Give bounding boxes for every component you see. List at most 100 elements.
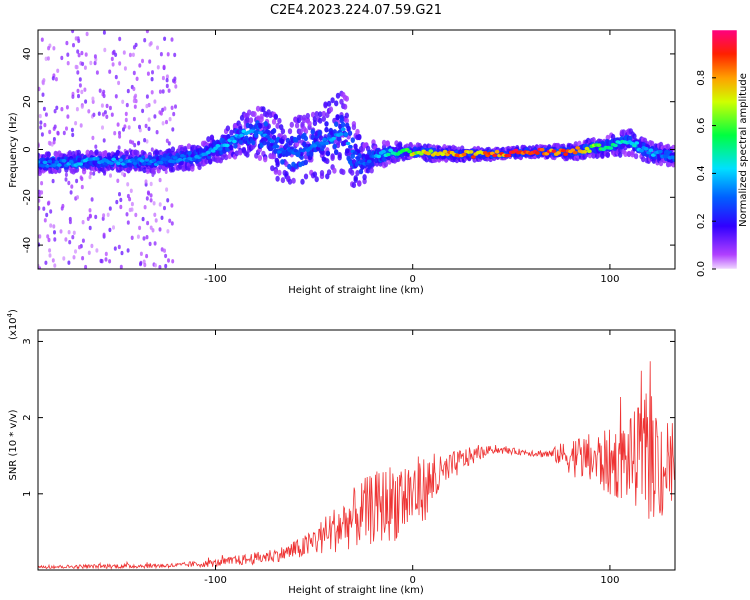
snr-xtick-label: -100 [204, 575, 227, 586]
spectrogram-cell [54, 77, 58, 82]
spectrogram-peak [281, 150, 287, 155]
spectrogram-cell [48, 248, 52, 253]
spectrogram-cell [47, 46, 51, 51]
spectrogram-peak [109, 161, 114, 165]
spectrogram-peak [151, 158, 157, 163]
spectrogram-peak [539, 147, 545, 152]
spectrogram-peak [632, 143, 637, 148]
spectrogram-cell [105, 114, 109, 120]
spectrogram-peak [561, 148, 566, 153]
spectrogram-cell [115, 149, 121, 156]
spectrogram-cell [145, 94, 149, 99]
spectrogram-cell [48, 129, 52, 135]
spectrogram-cell [110, 56, 114, 62]
spectrogram-cell [142, 167, 147, 174]
spectrogram-cell [156, 65, 160, 70]
spectrogram-cell [38, 206, 41, 211]
spectrogram-cell [158, 227, 162, 232]
spectrogram-cell [170, 203, 174, 208]
spectrogram-cell [369, 167, 374, 174]
spectrogram-cell [148, 241, 152, 247]
spectrogram-cell [77, 53, 81, 58]
spectrogram-cell [258, 123, 263, 129]
spectrogram-cell [40, 37, 44, 42]
spectrogram-cell [164, 263, 168, 269]
spectrogram-cell [85, 31, 89, 37]
spectrogram-xtick-label: 100 [600, 274, 619, 285]
spectrogram-cell [257, 155, 263, 161]
spectrogram-peak [366, 159, 372, 164]
spectrogram-cell [307, 120, 312, 127]
spectrogram-cell [40, 132, 44, 137]
spectrogram-peak [210, 149, 216, 153]
spectrogram-cell [38, 86, 41, 92]
spectrogram-cell [75, 107, 79, 112]
snr-xlabel: Height of straight line (km) [288, 585, 424, 596]
spectrogram-cell [113, 246, 117, 251]
spectrogram-cell [332, 167, 337, 174]
spectrogram-cell [108, 105, 112, 111]
spectrogram-cell [108, 206, 112, 211]
spectrogram-cell [320, 145, 325, 152]
spectrogram-cell [131, 52, 135, 57]
spectrogram-cell [141, 216, 145, 222]
spectrogram-peak [45, 164, 50, 168]
spectrogram-cell [78, 83, 82, 88]
spectrogram-cell [76, 88, 80, 94]
spectrogram-cell [197, 164, 202, 171]
spectrogram-cell [325, 150, 331, 157]
spectrogram-peak [213, 146, 218, 151]
spectrogram-cell [80, 50, 84, 56]
spectrogram-cell [72, 230, 76, 235]
spectrogram-peak [217, 147, 223, 151]
spectrogram-peak [572, 150, 578, 155]
spectrogram-cell [71, 235, 75, 240]
spectrogram-cell [163, 36, 167, 41]
spectrogram-cell [43, 122, 47, 128]
spectrogram-cell [125, 102, 129, 108]
spectrogram-cell [314, 176, 319, 183]
spectrogram-cell [339, 117, 344, 124]
spectrogram-peak [376, 154, 382, 159]
spectrogram-cell [273, 168, 278, 175]
spectrogram-cell [621, 129, 626, 136]
spectrogram-cell [118, 36, 122, 42]
spectrogram-cell [305, 112, 310, 119]
spectrogram-peak [286, 152, 292, 156]
spectrogram-cell [159, 52, 163, 57]
spectrogram-cell [38, 113, 42, 119]
spectrogram-cell [658, 160, 664, 167]
spectrogram-peak [587, 149, 592, 154]
spectrogram-cell [145, 235, 149, 240]
spectrogram-cell [284, 143, 289, 149]
spectrogram-cell [261, 106, 266, 113]
spectrogram-cell [74, 36, 78, 41]
spectrogram-cell [170, 105, 174, 111]
spectrogram-cell [88, 213, 92, 218]
spectrogram-cell [78, 245, 81, 250]
spectrogram-cell [118, 134, 122, 139]
spectrogram-cell [138, 225, 142, 231]
spectrogram-cell [128, 52, 132, 58]
spectrogram-cell [53, 124, 57, 129]
spectrogram-peak [180, 154, 185, 158]
spectrogram-cell [95, 70, 99, 75]
spectrogram-cell [53, 230, 56, 235]
spectrogram-peak [348, 144, 353, 149]
colorbar-tick-label: 0.6 [696, 118, 707, 134]
spectrogram-cell [119, 197, 123, 203]
spectrogram-cell [90, 197, 94, 202]
spectrogram-cell [173, 52, 177, 58]
spectrogram-cell [225, 125, 231, 132]
spectrogram-cell [350, 153, 355, 159]
spectrogram-cell [341, 169, 346, 176]
spectrogram-cell [119, 264, 123, 269]
spectrogram-cell [148, 59, 152, 64]
spectrogram-peak [274, 144, 280, 149]
spectrogram-cell [151, 70, 154, 75]
spectrogram-peak [47, 159, 53, 164]
colorbar-tick-label: 0.2 [696, 213, 707, 229]
spectrogram-cell [303, 173, 309, 180]
spectrogram-cell [154, 263, 157, 268]
spectrogram-cell [309, 151, 314, 157]
